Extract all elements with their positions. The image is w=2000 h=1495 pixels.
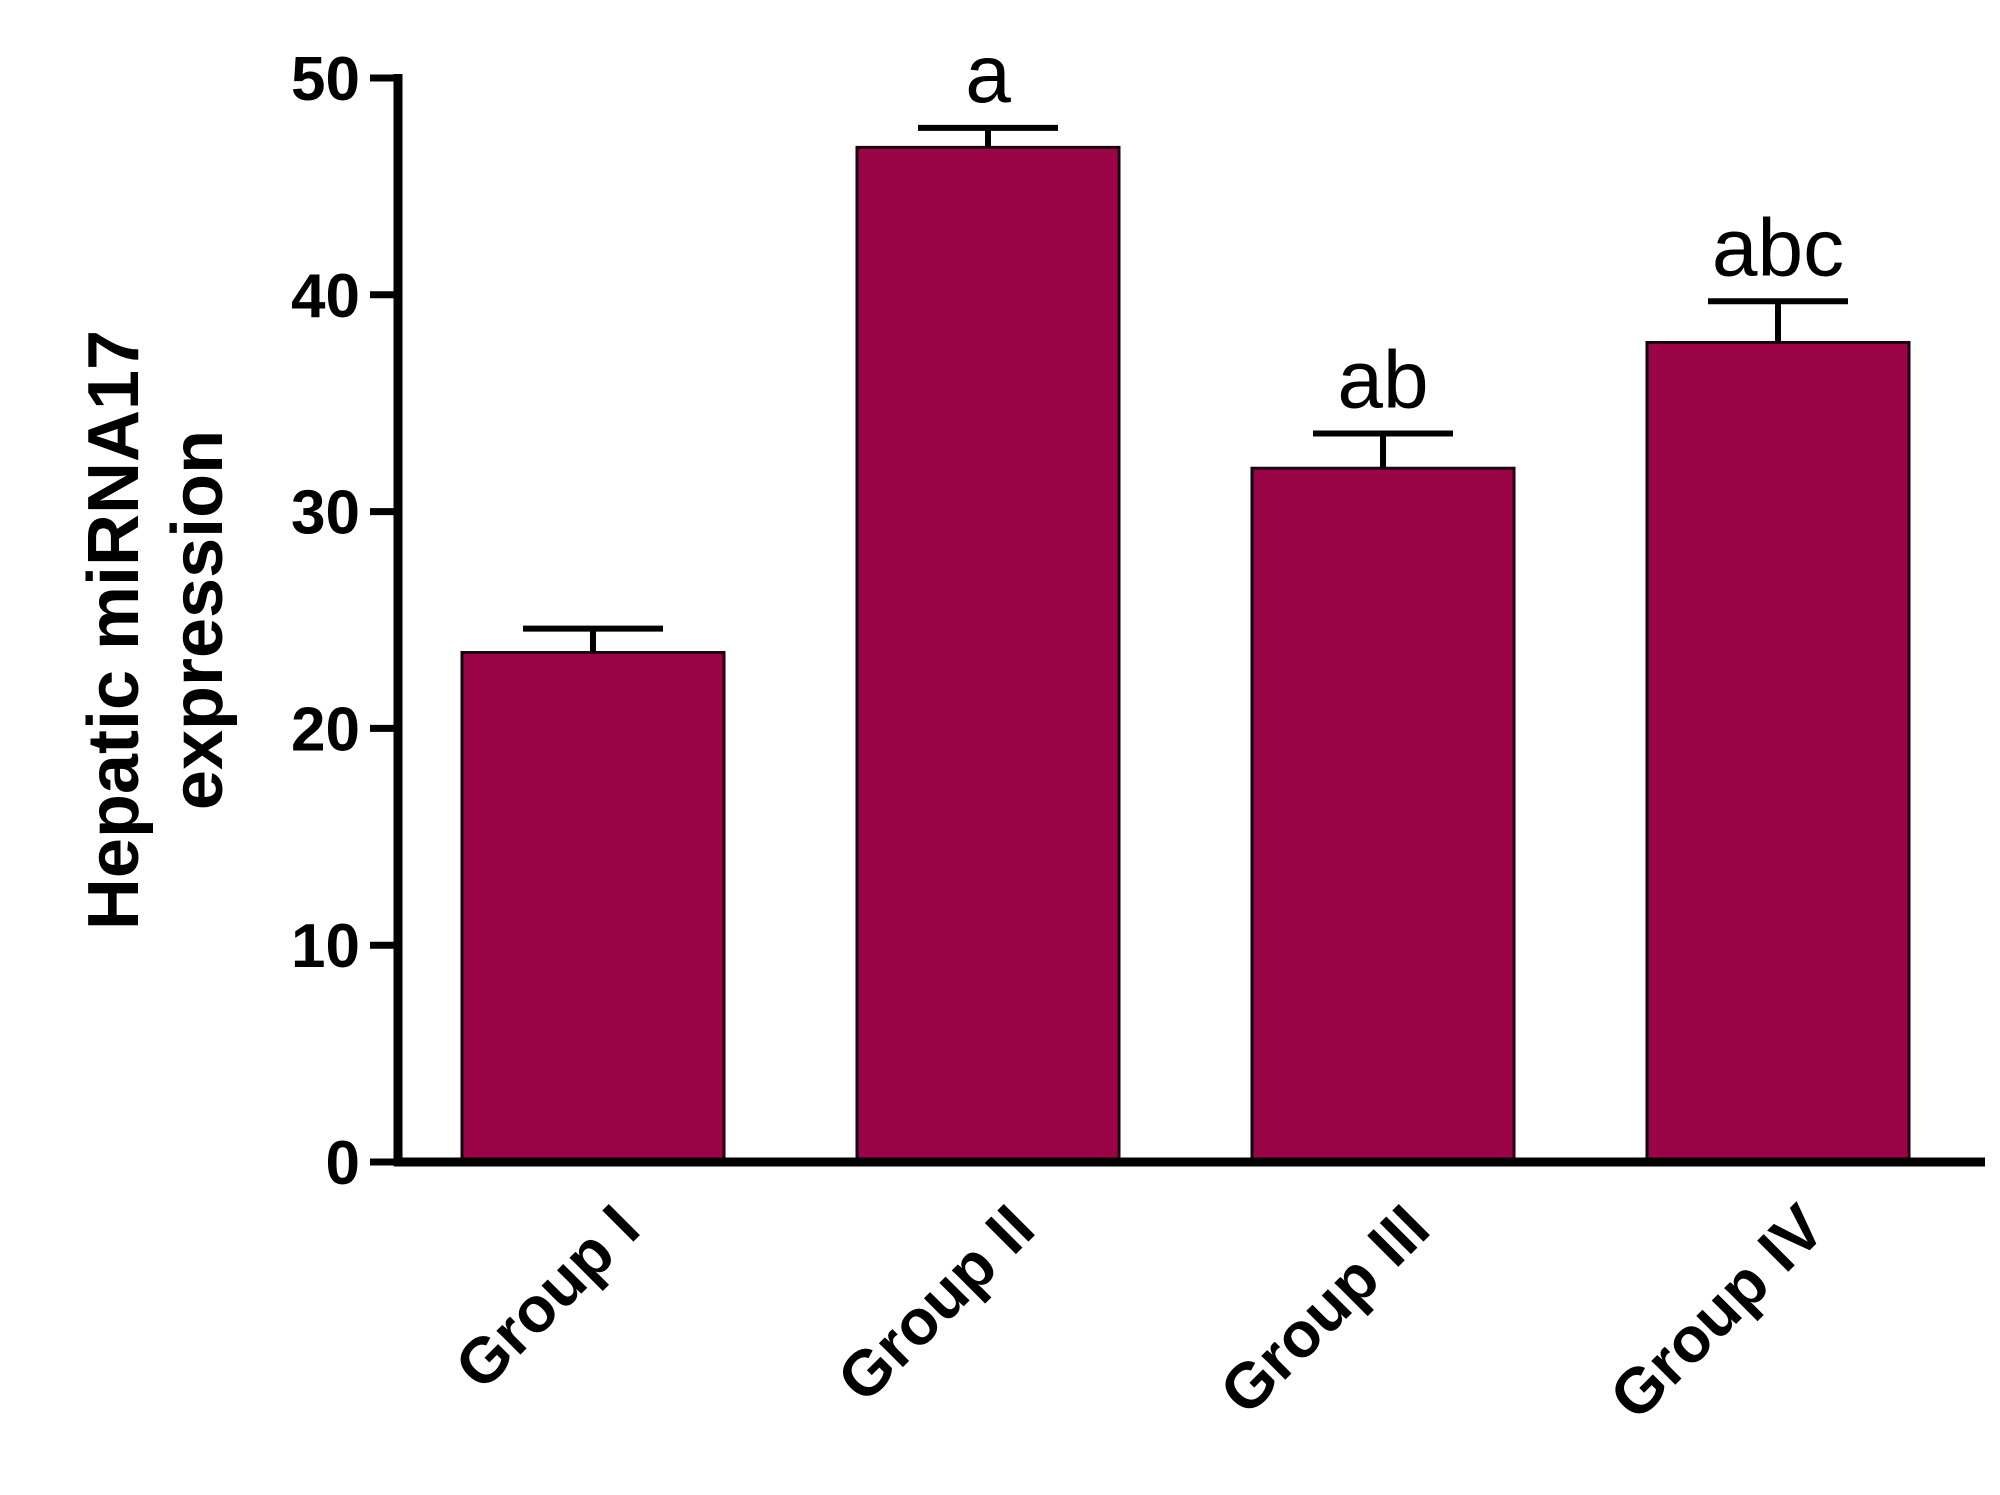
y-tick-label-0: 0 [326, 1129, 360, 1198]
bar-2 [855, 145, 1121, 1164]
y-tick-label-2: 20 [291, 695, 360, 764]
category-labels-group: Group I Group II Group III Group IV [441, 1191, 1838, 1433]
error-bar-2 [918, 124, 1058, 148]
category-label-3: Group III [1206, 1191, 1443, 1428]
y-axis-label: Hepatic miRNA17 expression [74, 310, 238, 930]
category-label-2: Group II [824, 1191, 1048, 1415]
y-ticks-group: 0 10 20 30 40 50 [291, 45, 398, 1198]
bar-3 [1250, 466, 1516, 1164]
y-axis-label-line-1: Hepatic miRNA17 [74, 330, 154, 930]
category-label-1: Group I [441, 1191, 653, 1403]
category-label-4: Group IV [1596, 1191, 1838, 1433]
significance-label-2: a [965, 29, 1011, 120]
bars-group [460, 145, 1911, 1164]
significance-label-4: abc [1712, 202, 1844, 293]
bar-4 [1645, 340, 1911, 1164]
error-bar-1 [523, 625, 663, 653]
significance-label-3: ab [1337, 335, 1428, 426]
error-bars-group [523, 124, 1848, 653]
y-tick-label-5: 50 [291, 45, 360, 114]
significance-labels-group: a ab abc [965, 29, 1844, 426]
y-axis-label-line-2: expression [158, 430, 238, 810]
error-bar-3 [1313, 430, 1453, 469]
y-tick-label-1: 10 [291, 912, 360, 981]
error-bar-4 [1708, 298, 1848, 343]
bar-1 [460, 651, 726, 1164]
y-tick-label-4: 40 [291, 262, 360, 331]
y-tick-label-3: 30 [291, 479, 360, 548]
